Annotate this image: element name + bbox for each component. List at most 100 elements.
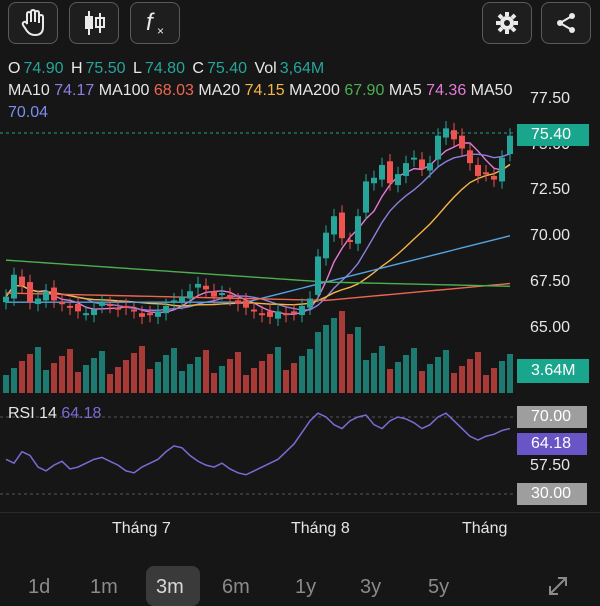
candle-body (291, 311, 297, 314)
candle-body (483, 172, 489, 175)
svg-text:×: × (157, 24, 164, 38)
low-value: 74.80 (144, 60, 185, 77)
candle-body (187, 291, 193, 299)
volume-bar (51, 363, 57, 393)
volume-bar (219, 366, 225, 393)
share-button[interactable] (541, 2, 591, 44)
candle-body (435, 135, 441, 160)
rsi-level-70: 70.00 (517, 406, 587, 428)
candle-body (11, 274, 17, 299)
price-tick-5: 65.00 (530, 319, 570, 336)
ohlc-readout: O 74.90 H 75.50 L 74.80 C 75.40 Vol 3,64M (8, 60, 327, 78)
candle-body (179, 296, 185, 303)
candle-body (475, 164, 481, 176)
ma200-label: MA200 (289, 82, 340, 99)
volume-bar (419, 371, 425, 393)
candle-body (123, 305, 129, 308)
ma5-line (5, 142, 511, 315)
volume-bar (363, 360, 369, 393)
volume-bar (315, 332, 321, 393)
volume-bar (491, 368, 497, 393)
share-icon (557, 13, 575, 33)
vol-label: Vol (254, 60, 277, 77)
candle-body (59, 302, 65, 305)
range-3y[interactable]: 3y (360, 576, 382, 598)
ma50-line (6, 235, 511, 303)
range-5y[interactable]: 5y (428, 576, 450, 598)
candle-body (411, 157, 417, 160)
candle-body (507, 135, 513, 154)
candle-body (99, 302, 105, 306)
function-icon: f × (146, 9, 164, 38)
volume-bar (107, 374, 113, 393)
active-range-highlight (146, 566, 200, 606)
volume-bar (83, 365, 89, 393)
ma20-value: 74.15 (244, 82, 285, 99)
candle-body (35, 298, 41, 305)
candle-body (339, 212, 345, 239)
volume-bar (11, 368, 17, 393)
candlesticks (3, 121, 513, 326)
indicators-button[interactable]: f × (130, 2, 180, 44)
expand-icon[interactable] (546, 574, 570, 598)
ma20-line (5, 163, 511, 307)
candle-body (219, 293, 225, 296)
candle-body (419, 159, 425, 169)
range-1m[interactable]: 1m (90, 576, 118, 598)
candle-body (315, 256, 321, 295)
candle-body (443, 128, 449, 138)
candle-body (227, 294, 233, 299)
current-price-tag: 75.40 (517, 124, 589, 146)
draw-hand-button[interactable] (8, 2, 58, 44)
x-label-thang: Tháng (462, 520, 508, 537)
volume-bar (291, 363, 297, 393)
volume-bar (443, 350, 449, 393)
candle-body (347, 239, 353, 242)
range-3m[interactable]: 3m (156, 576, 184, 598)
volume-bar (235, 352, 241, 393)
price-tick-3: 70.00 (530, 227, 570, 244)
volume-bar (395, 362, 401, 393)
ma200-value: 67.90 (344, 82, 385, 99)
candle-body (283, 313, 289, 316)
hand-icon (21, 9, 44, 37)
volume-bar (115, 367, 121, 393)
volume-bar (91, 358, 97, 393)
volume-bar (283, 370, 289, 393)
close-value: 75.40 (206, 60, 248, 77)
volume-bar (131, 353, 137, 393)
ma100-label: MA100 (98, 82, 150, 99)
candle-body (299, 305, 305, 316)
range-1y[interactable]: 1y (295, 576, 317, 598)
settings-button[interactable] (482, 2, 532, 44)
candle-body (211, 291, 217, 297)
range-1d[interactable]: 1d (28, 576, 51, 598)
candle-body (427, 163, 433, 171)
volume-bar (371, 353, 377, 393)
volume-bar (507, 354, 513, 393)
rsi-level-30: 30.00 (517, 483, 587, 505)
volume-bar (123, 360, 129, 393)
ma5-value: 74.36 (426, 82, 467, 99)
ma20-label: MA20 (198, 82, 241, 99)
candle-body (155, 311, 161, 317)
chart-type-button[interactable] (69, 2, 119, 44)
candle-body (107, 304, 113, 307)
open-value: 74.90 (23, 60, 64, 77)
range-selector: 1d 1m 3m 6m 1y 3y 5y (0, 566, 600, 606)
candlestick-icon (85, 11, 105, 35)
volume-bars (3, 311, 513, 393)
range-6m[interactable]: 6m (222, 576, 250, 598)
rsi-panel: 57.50 (0, 412, 570, 495)
settings-icon (496, 12, 518, 34)
volume-bar (347, 334, 353, 393)
candle-body (147, 313, 153, 316)
volume-bar (499, 361, 505, 393)
volume-bar (483, 375, 489, 393)
ma-readout: MA10 74.17 MA100 68.03 MA20 74.15 MA200 … (8, 82, 512, 100)
volume-bar (467, 359, 473, 393)
chart-toolbar: f × (0, 0, 600, 52)
open-label: O (8, 60, 21, 77)
